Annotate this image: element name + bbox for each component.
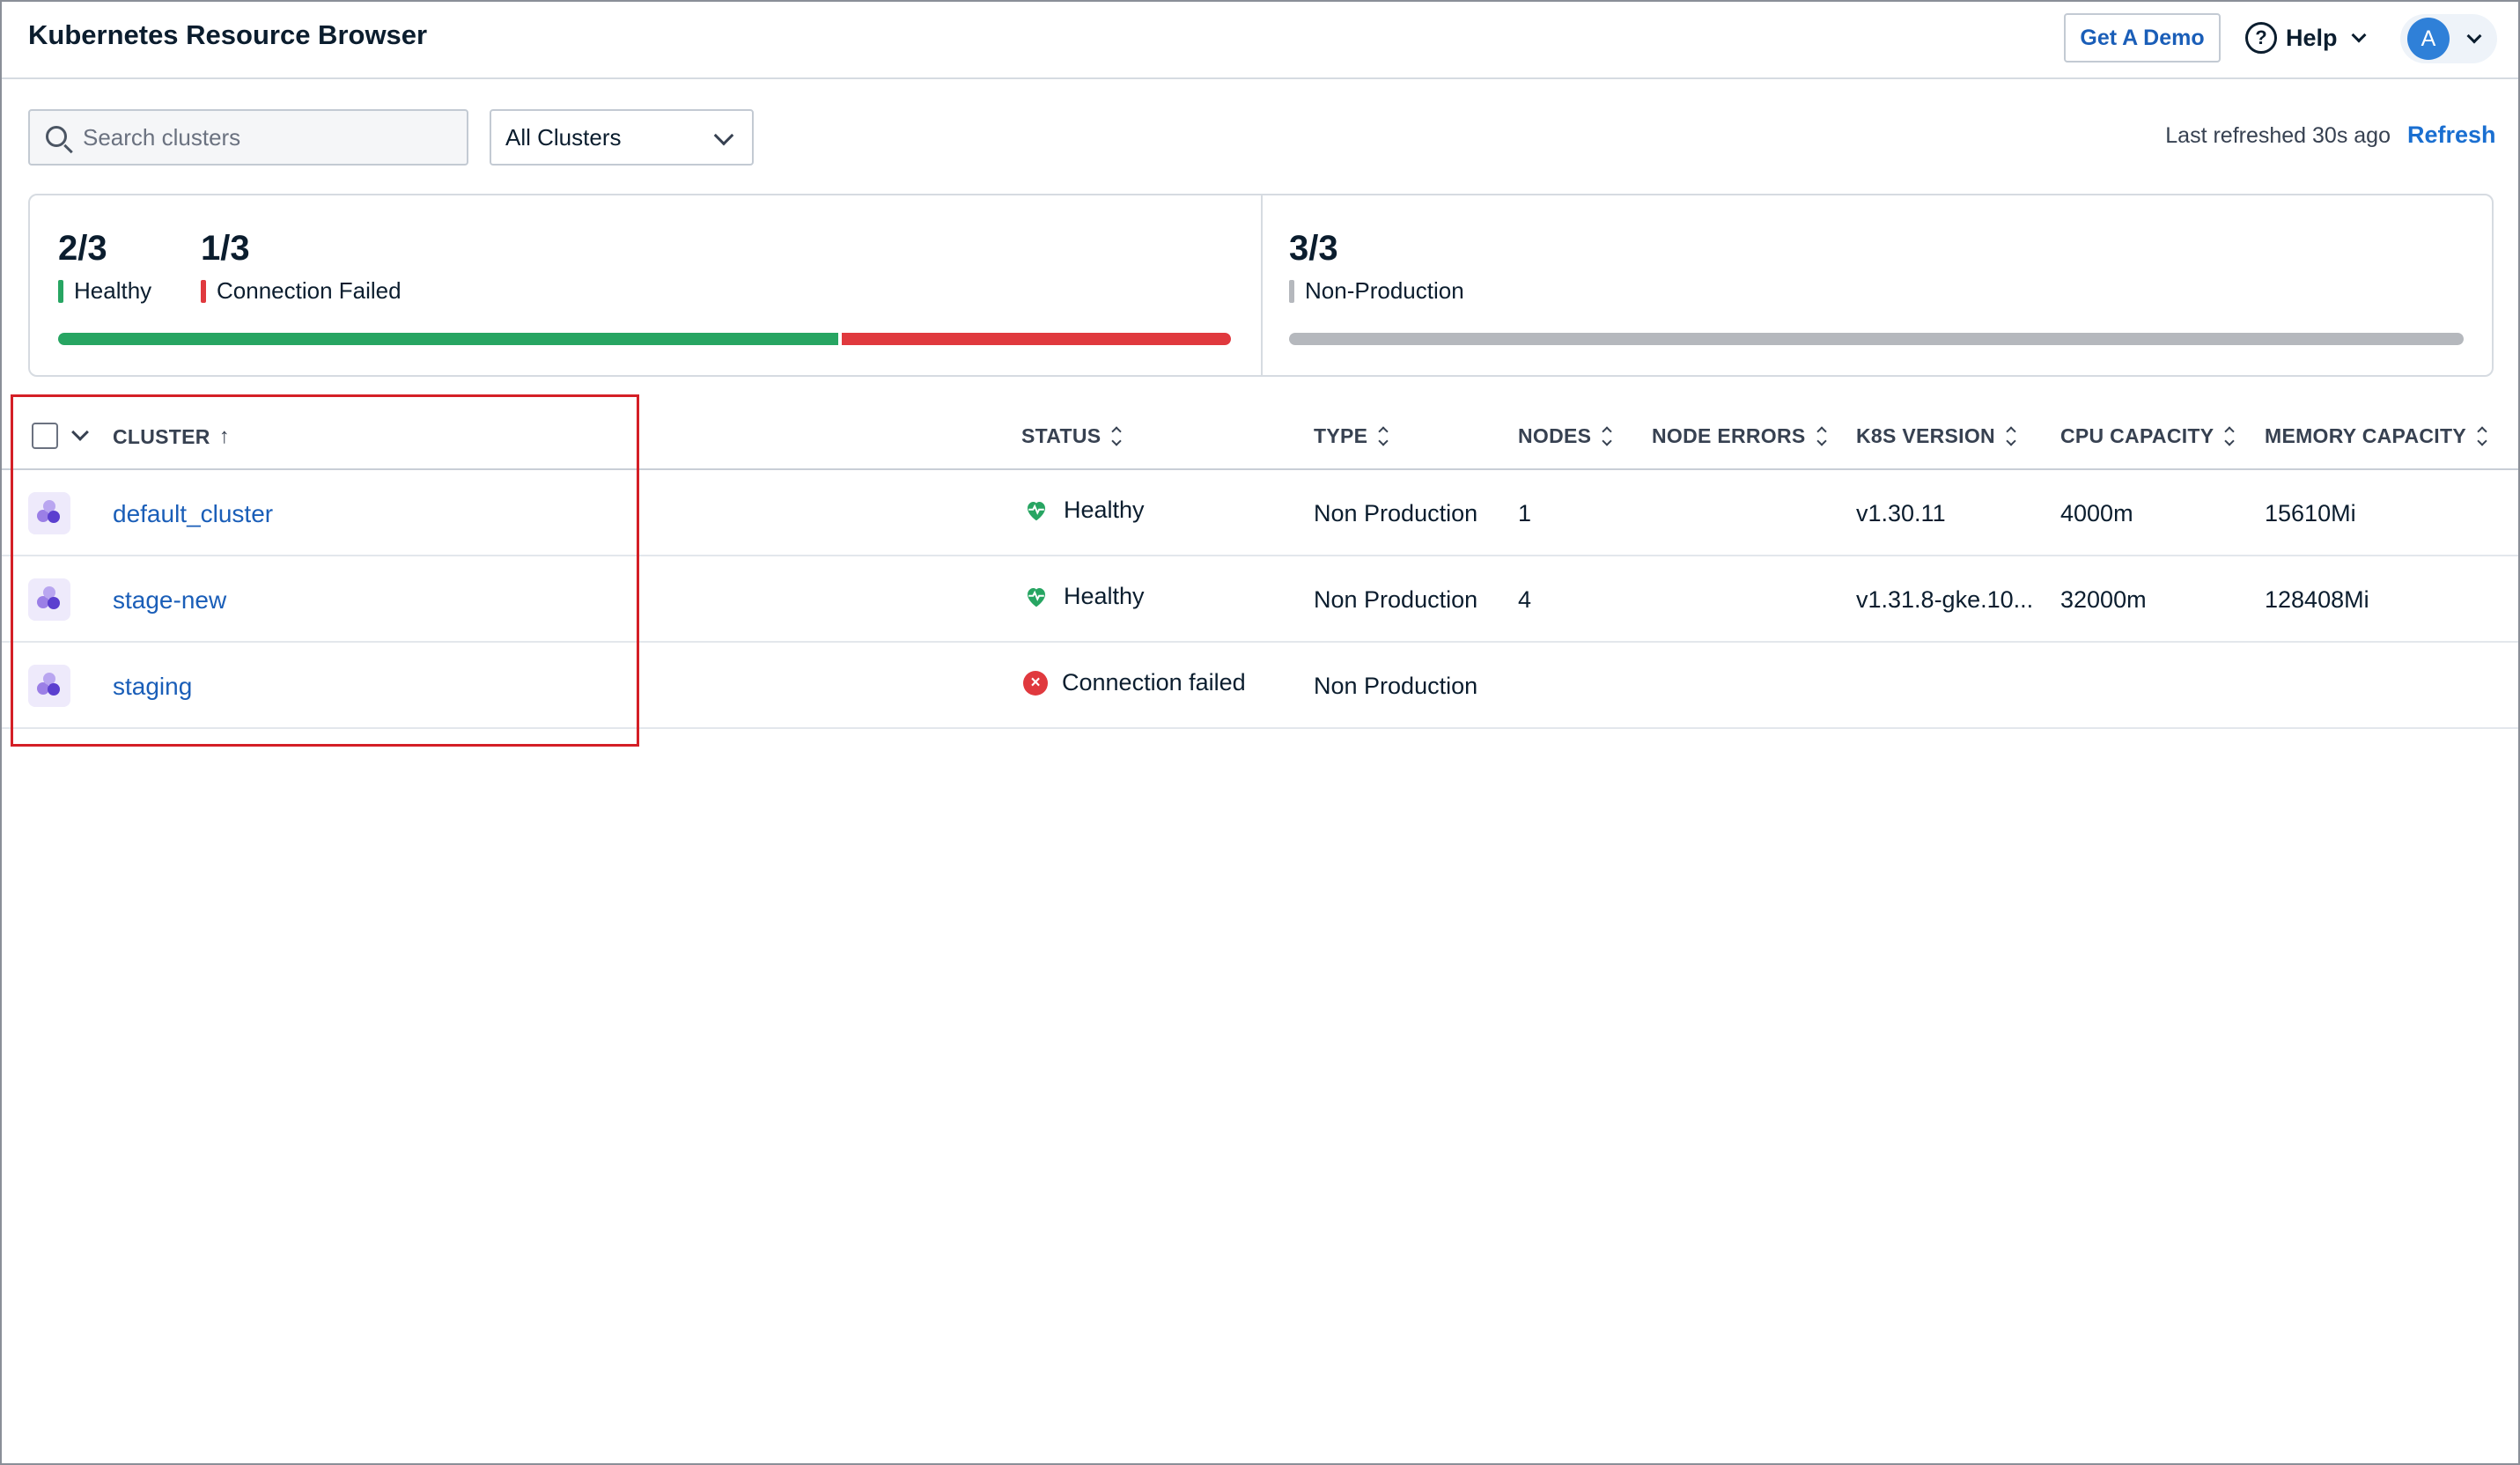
sort-ascending-icon: ↑	[218, 424, 231, 448]
sort-icon	[1816, 426, 1827, 446]
help-icon: ?	[2245, 22, 2277, 54]
heartbeat-icon	[1028, 501, 1045, 520]
table-row: default_cluster Healthy Non Production 1…	[2, 470, 2518, 556]
memory-capacity-cell: 15610Mi	[2265, 500, 2356, 526]
failed-legend-marker	[201, 279, 206, 303]
health-progress-bar	[58, 333, 1231, 345]
failed-label: Connection Failed	[217, 277, 402, 304]
failed-stat: 1/3 Connection Failed	[201, 229, 402, 305]
top-header: Kubernetes Resource Browser Get A Demo ?…	[2, 2, 2518, 79]
type-cell: Non Production	[1314, 586, 1478, 613]
page-title: Kubernetes Resource Browser	[28, 19, 428, 50]
search-box	[28, 109, 468, 166]
type-bar-segment-0	[1289, 333, 2464, 345]
column-header-cpu-capacity[interactable]: CPU CAPACITY	[2060, 424, 2236, 448]
column-label: NODE ERRORS	[1652, 424, 1806, 447]
table-header: CLUSTER ↑ STATUS TYPE NODES NODE ERRORS …	[2, 405, 2518, 470]
type-progress-bar	[1289, 333, 2464, 345]
status-text: Healthy	[1064, 583, 1145, 609]
cluster-icon	[28, 578, 70, 621]
column-label: NODES	[1518, 424, 1592, 447]
health-bar-segment-0	[58, 333, 838, 345]
cluster-icon	[28, 665, 70, 707]
column-label: MEMORY CAPACITY	[2265, 424, 2466, 447]
health-bar-segment-1	[841, 333, 1231, 345]
status-cell: Healthy	[1023, 497, 1145, 524]
user-menu[interactable]: A	[2400, 14, 2497, 63]
failed-count: 1/3	[201, 229, 250, 268]
sort-icon	[1602, 426, 1612, 446]
help-menu[interactable]: ? Help	[2245, 16, 2367, 60]
cluster-name-link[interactable]: default_cluster	[113, 500, 274, 527]
error-icon: ×	[1023, 670, 1048, 696]
memory-capacity-cell: 128408Mi	[2265, 586, 2369, 613]
column-label: TYPE	[1314, 424, 1368, 447]
non-production-legend-marker	[1289, 279, 1294, 303]
summary-divider	[1261, 195, 1263, 375]
select-all-checkbox[interactable]	[32, 423, 58, 449]
chevron-down-icon	[2466, 28, 2482, 44]
last-refreshed-text: Last refreshed 30s ago	[2165, 123, 2391, 148]
chevron-down-icon	[2351, 27, 2367, 43]
column-header-node-errors[interactable]: NODE ERRORS	[1652, 424, 1827, 448]
summary-card: 2/3 Healthy 1/3 Connection Failed 3/3 No…	[28, 194, 2494, 377]
column-header-cluster[interactable]: CLUSTER ↑	[113, 424, 230, 449]
k8s-version-cell: v1.30.11	[1856, 500, 1946, 526]
healthy-stat: 2/3 Healthy	[58, 229, 151, 305]
k8s-version-cell: v1.31.8-gke.10...	[1856, 586, 2034, 613]
status-text: Connection failed	[1062, 669, 1246, 696]
cluster-filter-value: All Clusters	[505, 123, 622, 151]
healthy-legend-marker	[58, 279, 63, 303]
sort-icon	[1378, 426, 1389, 446]
help-label: Help	[2286, 24, 2338, 51]
healthy-count: 2/3	[58, 229, 107, 268]
column-header-status[interactable]: STATUS	[1021, 424, 1123, 448]
column-header-nodes[interactable]: NODES	[1518, 424, 1612, 448]
type-cell: Non Production	[1314, 673, 1478, 699]
sort-icon	[2006, 426, 2016, 446]
chevron-down-icon	[713, 125, 734, 146]
type-cell: Non Production	[1314, 500, 1478, 526]
nodes-cell: 4	[1518, 586, 1532, 613]
non-production-stat: 3/3 Non-Production	[1289, 229, 1464, 305]
cluster-name-link[interactable]: stage-new	[113, 586, 227, 614]
non-production-label: Non-Production	[1305, 277, 1464, 304]
status-text: Healthy	[1064, 497, 1145, 523]
heartbeat-icon	[1028, 587, 1045, 607]
column-header-memory-capacity[interactable]: MEMORY CAPACITY	[2265, 424, 2487, 448]
column-label: K8S VERSION	[1856, 424, 1995, 447]
cpu-capacity-cell: 4000m	[2060, 500, 2133, 526]
column-label: STATUS	[1021, 424, 1102, 447]
table-row: staging × Connection failed Non Producti…	[2, 643, 2518, 729]
status-cell: × Connection failed	[1023, 669, 1246, 696]
avatar: A	[2407, 18, 2450, 60]
table-row: stage-new Healthy Non Production 4 v1.31…	[2, 556, 2518, 643]
cluster-filter-select[interactable]: All Clusters	[490, 109, 754, 166]
get-demo-button[interactable]: Get A Demo	[2064, 13, 2221, 63]
search-input[interactable]	[83, 120, 453, 155]
cpu-capacity-cell: 32000m	[2060, 586, 2147, 613]
nodes-cell: 1	[1518, 500, 1532, 526]
non-production-count: 3/3	[1289, 229, 1338, 268]
sort-icon	[1111, 426, 1123, 446]
sort-icon	[2224, 426, 2236, 446]
column-label: CPU CAPACITY	[2060, 424, 2214, 447]
column-header-type[interactable]: TYPE	[1314, 424, 1389, 448]
column-header-k8s-version[interactable]: K8S VERSION	[1856, 424, 2016, 448]
search-icon	[46, 126, 67, 147]
refresh-link[interactable]: Refresh	[2407, 121, 2496, 148]
cluster-name-link[interactable]: staging	[113, 673, 193, 700]
healthy-label: Healthy	[74, 277, 152, 304]
status-cell: Healthy	[1023, 583, 1145, 610]
sort-icon	[2477, 426, 2487, 446]
column-label: CLUSTER	[113, 424, 210, 448]
cluster-icon	[28, 492, 70, 534]
